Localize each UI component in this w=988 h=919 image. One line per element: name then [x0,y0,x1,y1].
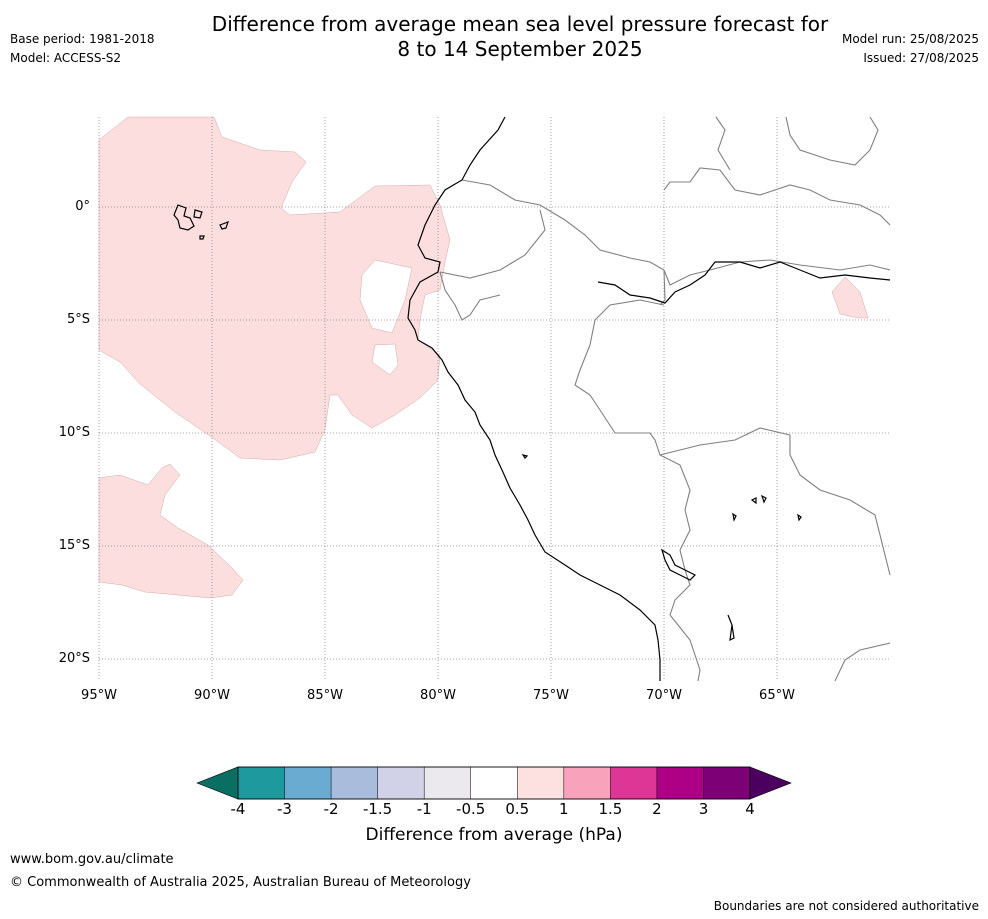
lake-small-2 [732,512,737,522]
colorbar-segment [377,766,425,800]
lat-label-20s: 20°S [58,651,90,666]
river-amazon [597,261,891,304]
coastline-galapagos-1 [173,204,195,231]
colorbar-extend-low [196,766,239,800]
lat-label-15s: 15°S [58,538,90,553]
meta-right: Model run: 25/08/2025 Issued: 27/08/2025 [842,30,979,68]
lon-label-75w: 75°W [533,688,569,703]
chart-title-line1: Difference from average mean sea level p… [211,12,829,36]
colorbar-tick-label: 1.5 [598,800,623,818]
coastline-mainland [407,116,661,681]
colorbar-tick-label: -4 [230,800,246,818]
lat-label-5s: 5°S [66,312,90,327]
colorbar-segment [563,766,612,800]
colorbar-segment [517,766,565,800]
meta-left: Base period: 1981-2018 Model: ACCESS-S2 [10,30,155,68]
colorbar-tick-label: -3 [277,800,292,818]
colorbar-title: Difference from average (hPa) [365,825,623,845]
anomaly-regions [98,116,869,599]
lake-small-3 [760,494,767,504]
base-period-text: Base period: 1981-2018 [10,32,155,46]
lat-label-10s: 10°S [58,425,90,440]
lake-small-1 [750,497,757,505]
colorbar-tick-label: -0.5 [456,800,486,818]
anomaly-region-main [98,116,451,461]
colorbar-tick-label: -1.5 [362,800,393,818]
chart-title: Difference from average mean sea level p… [0,12,988,62]
lake-small-4 [797,513,802,522]
colorbar-segment [237,766,286,800]
colorbar-tick-label: -1 [416,800,432,818]
colorbar-tick-label: 0.5 [505,800,530,818]
model-run-text: Model run: 25/08/2025 [841,32,979,46]
colorbar-segment [330,766,379,800]
footer-note: Boundaries are not considered authoritat… [713,899,979,913]
colorbar-segment [656,766,705,800]
anomaly-region-east [831,276,869,319]
anomaly-region-south [98,463,244,599]
lon-label-80w: 80°W [420,688,456,703]
lon-label-95w: 95°W [81,688,117,703]
colorbar-tick-label: 4 [745,800,755,818]
issued-text: Issued: 27/08/2025 [863,51,979,65]
anomaly-hole-1 [359,259,413,334]
country-borders [439,116,891,682]
lake-titicaca [660,548,697,581]
colorbar-tick-label: -2 [323,800,339,818]
anomaly-hole-2 [371,343,399,376]
colorbar-segment [610,766,658,800]
colorbar-frame [237,766,751,800]
colorbar-segment [703,766,751,800]
lon-label-70w: 70°W [646,688,682,703]
lon-label-90w: 90°W [194,688,230,703]
colorbar-segment [470,766,518,800]
coastline-galapagos-3 [219,220,229,230]
chart-title-line2: 8 to 14 September 2025 [397,37,643,61]
coastline-galapagos-2 [193,209,203,219]
colorbar-segment [284,766,332,800]
coastline-galapagos-4 [199,235,205,240]
lon-label-65w: 65°W [759,688,795,703]
model-text: Model: ACCESS-S2 [10,51,122,65]
colorbar-tick-label: 3 [698,800,709,818]
lon-label-85w: 85°W [307,688,343,703]
colorbar-segments [237,766,751,800]
colorbar-tick-label: 1 [559,800,569,818]
colorbar-segment [423,766,472,800]
lake-poopo [727,614,735,642]
footer-url: www.bom.gov.au/climate [10,852,174,867]
lat-label-0: 0° [75,199,90,214]
coastline [173,116,891,681]
footer-copyright: © Commonwealth of Australia 2025, Austra… [10,875,471,890]
colorbar [196,766,792,800]
colorbar-extend-high [749,766,792,800]
colorbar-tick-label: 2 [652,800,662,818]
lake-small-5 [521,454,529,459]
